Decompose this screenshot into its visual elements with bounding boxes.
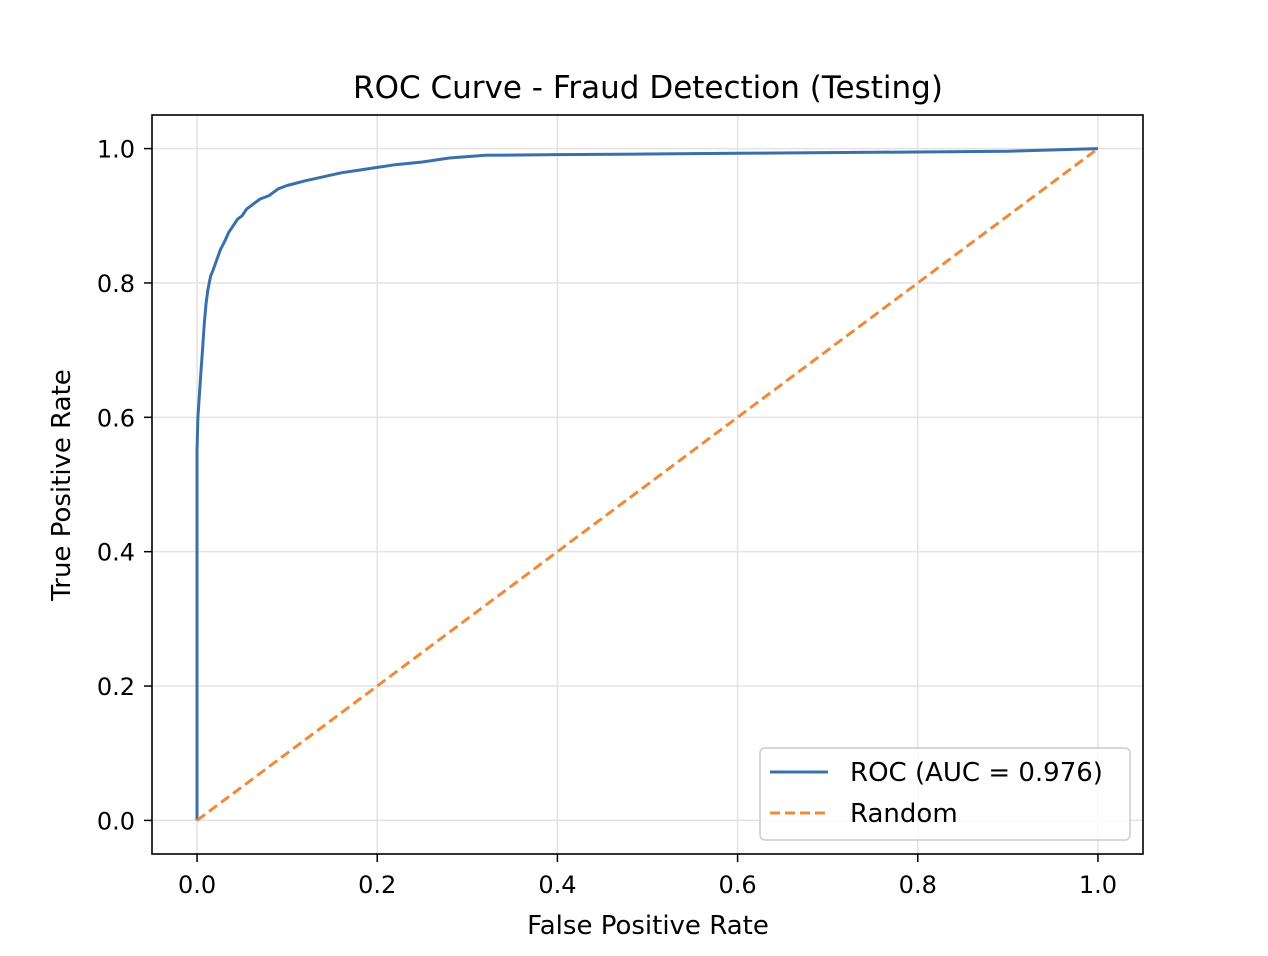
legend: ROC (AUC = 0.976) Random — [759, 747, 1131, 841]
x-tick-label: 0.4 — [538, 871, 576, 899]
x-tick-label: 0.0 — [178, 871, 216, 899]
axis-ticks: 0.0 0.2 0.4 0.6 0.8 1.0 0.0 0.2 0.4 0.6 0.8 1.0 — [97, 136, 1117, 899]
legend-box — [759, 747, 1131, 841]
y-tick-label: 0.6 — [97, 404, 135, 432]
x-tick-label: 0.8 — [899, 871, 937, 899]
x-tick-label: 1.0 — [1079, 871, 1117, 899]
roc-curve-line — [195, 147, 1099, 821]
plot-series — [195, 147, 1099, 822]
x-tick-label: 0.6 — [719, 871, 757, 899]
x-axis-label: False Positive Rate — [527, 911, 769, 941]
y-tick-label: 0.8 — [97, 270, 135, 298]
legend-label-roc: ROC (AUC = 0.976) — [850, 758, 1103, 788]
random-baseline-line — [196, 147, 1099, 822]
y-tick-label: 0.0 — [97, 807, 135, 835]
y-tick-label: 1.0 — [97, 136, 135, 164]
grid — [152, 115, 1143, 854]
y-tick-label: 0.4 — [97, 539, 135, 567]
plot-frame — [151, 114, 1144, 855]
x-tick-label: 0.2 — [358, 871, 396, 899]
y-tick-label: 0.2 — [97, 673, 135, 701]
chart-title: ROC Curve - Fraud Detection (Testing) — [353, 70, 943, 106]
y-axis-label: True Positive Rate — [47, 369, 77, 602]
legend-label-random: Random — [850, 799, 958, 829]
